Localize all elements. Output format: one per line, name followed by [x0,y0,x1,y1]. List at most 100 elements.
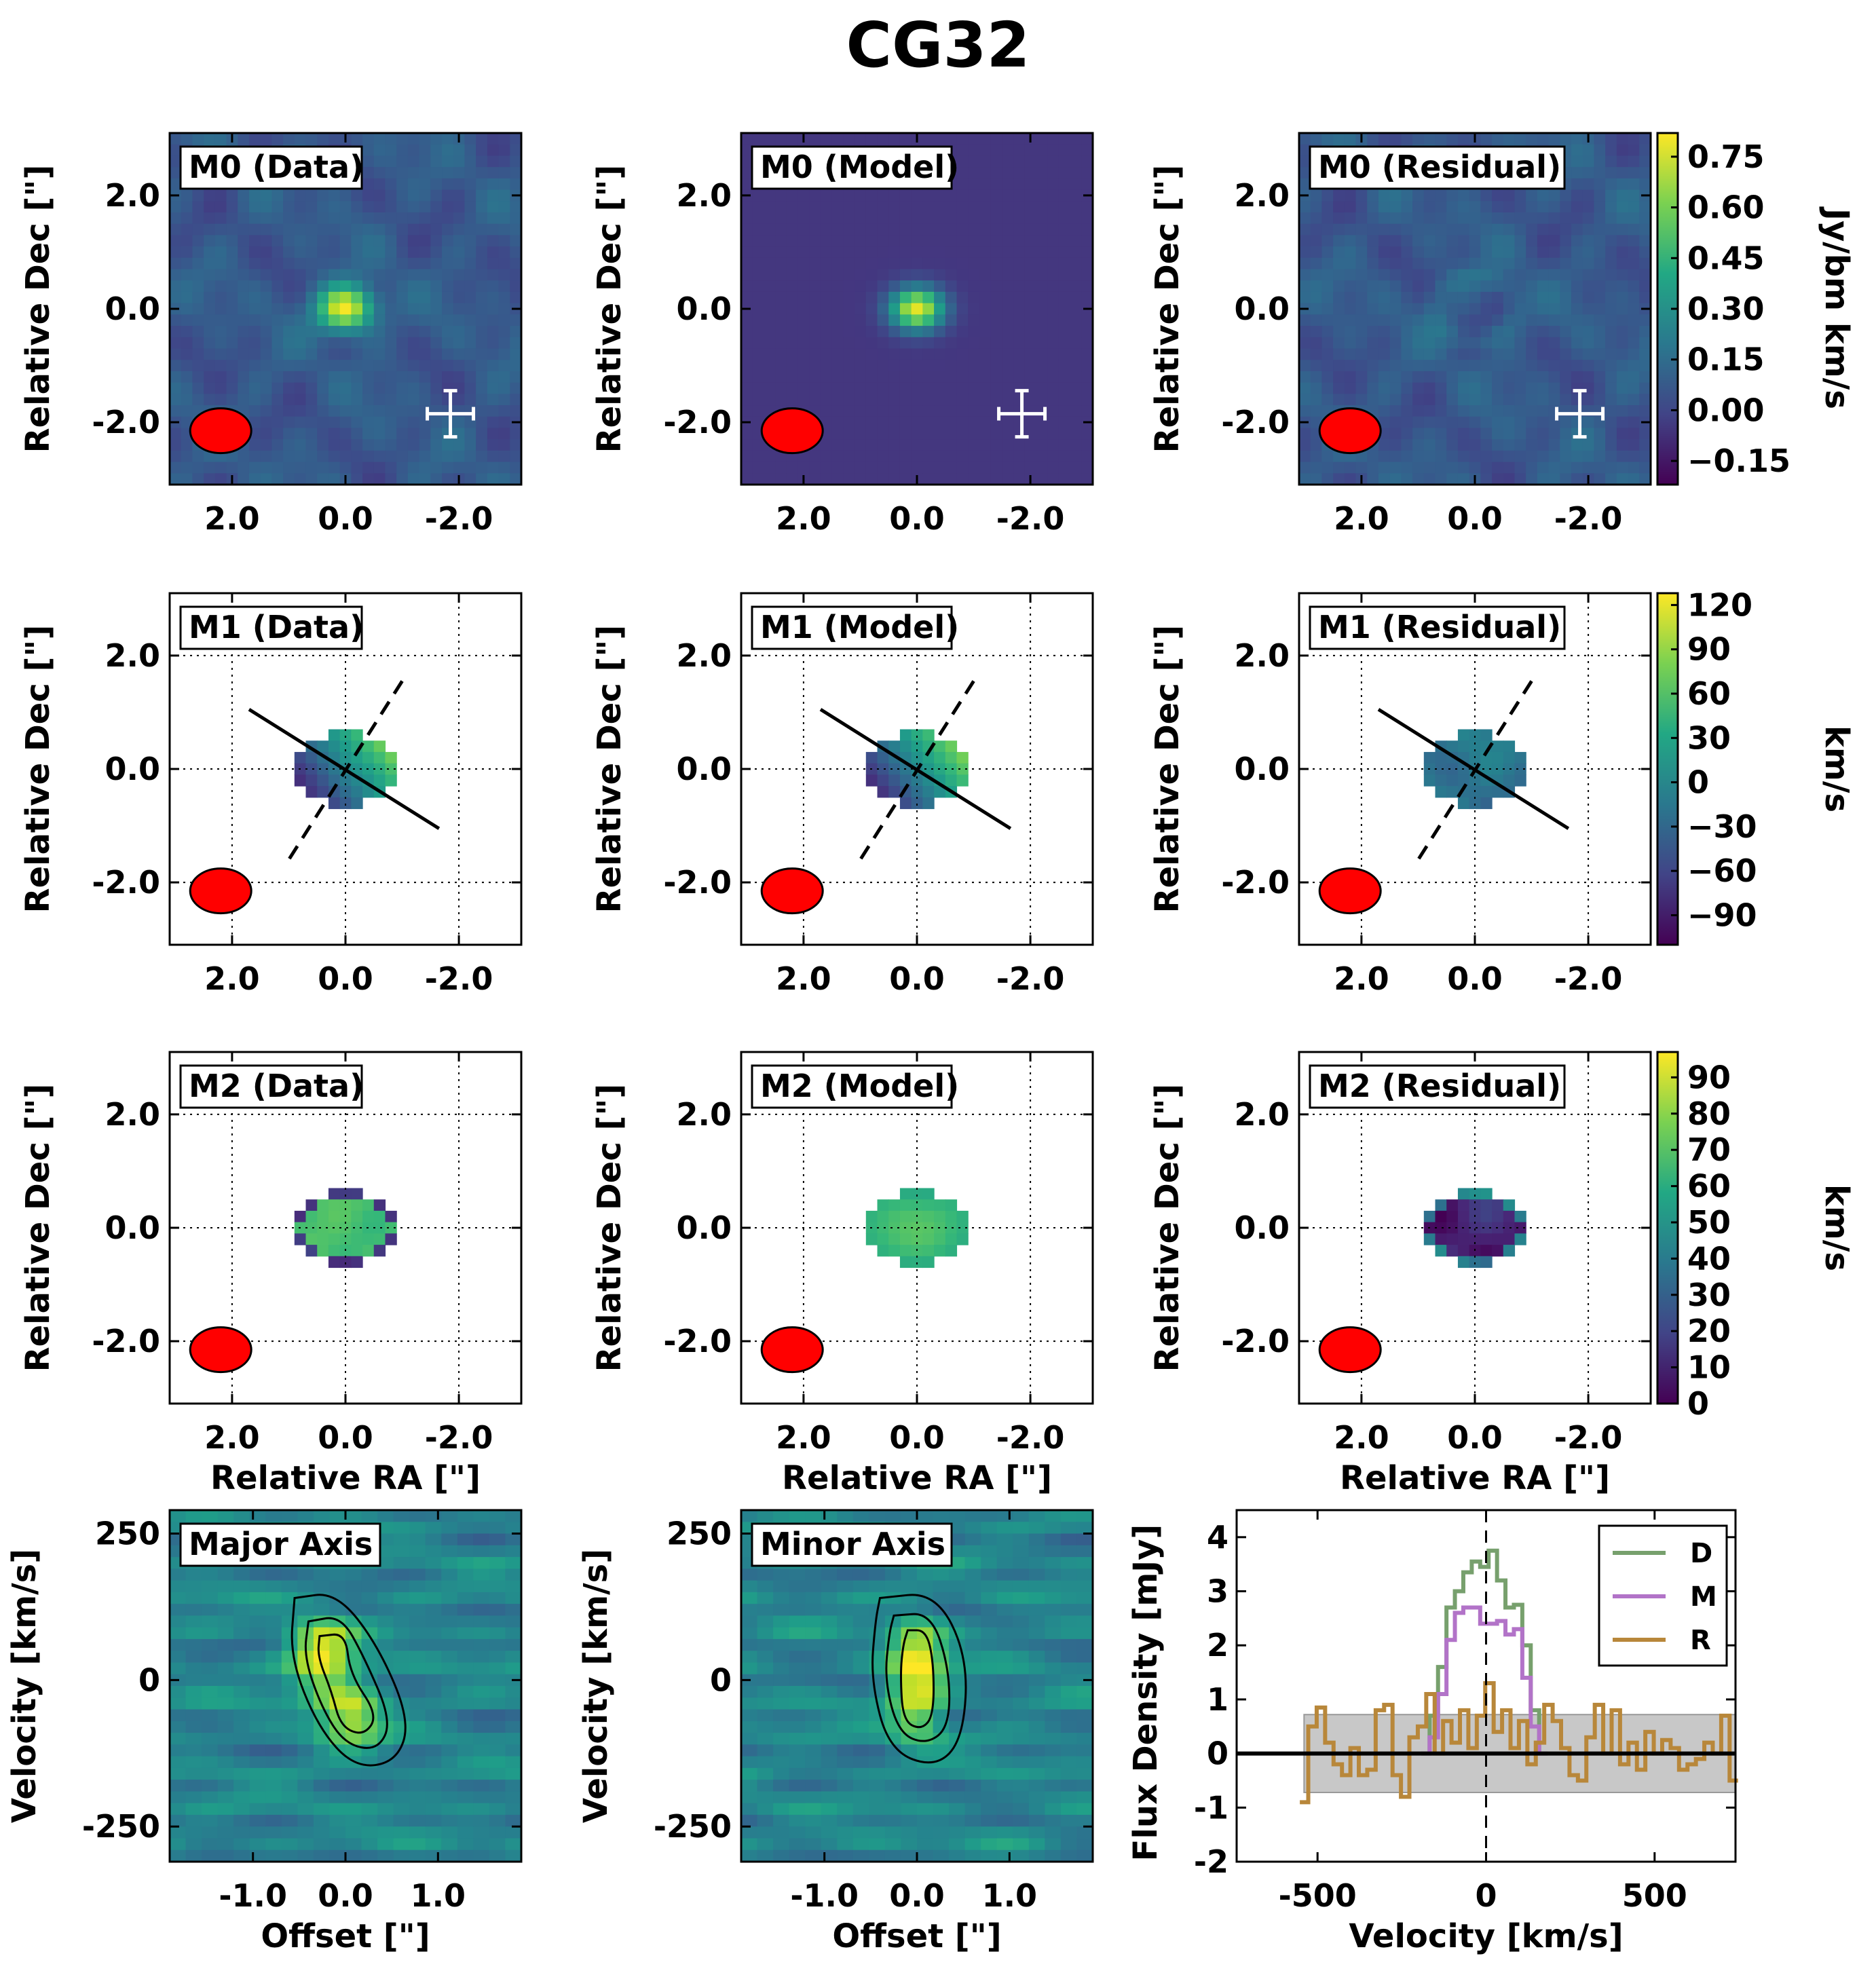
map-pixel [1492,291,1504,304]
panel-title-box [179,145,363,190]
pv-pixel [1013,1592,1030,1604]
map-pixel [877,1233,889,1245]
pv-pixel [996,1580,1013,1593]
map-pixel [192,326,204,338]
map-pixel [1548,133,1560,145]
map-pixel [820,371,833,383]
map-pixel [1321,212,1334,225]
map-pixel [362,246,375,259]
map-pixel [1639,212,1651,225]
map-pixel [934,303,946,315]
pv-pixel [1076,1697,1093,1710]
pv-pixel [996,1651,1013,1664]
pv-pixel [457,1568,474,1581]
map-pixel [1582,246,1595,259]
pv-pixel [949,1814,966,1827]
map-pixel [1526,326,1538,338]
map-pixel [1002,167,1014,179]
map-pixel [1457,394,1470,406]
map-pixel [373,303,386,315]
map-pixel [498,144,510,157]
pv-pixel [217,1803,234,1816]
map-pixel [305,1245,318,1257]
pv-pixel [473,1557,490,1569]
pv-pixel [901,1697,918,1710]
map-pixel [979,246,992,259]
pv-pixel [852,1510,869,1522]
map-pixel [1047,280,1059,293]
pv-pixel [949,1709,966,1722]
map-pixel [328,1199,341,1211]
pv-pixel [981,1686,998,1698]
pv-pixel [996,1814,1013,1827]
map-pixel [1639,405,1651,417]
pv-pixel [170,1849,187,1862]
pv-pixel [1076,1767,1093,1780]
map-pixel [305,1199,318,1211]
map-pixel [843,212,855,225]
pv-pixel [249,1814,266,1827]
map-pixel [1047,178,1059,191]
map-pixel [990,462,1002,474]
pv-pixel [869,1744,886,1757]
pv-pixel [1076,1592,1093,1604]
pv-pixel [473,1627,490,1640]
pv-pixel [265,1838,282,1851]
map-pixel [1492,382,1504,394]
map-pixel [1389,326,1402,338]
map-pixel [271,280,284,293]
map-pixel [843,133,855,145]
pv-pixel [473,1814,490,1827]
map-pixel [1013,314,1026,326]
map-pixel [260,212,272,225]
pv-pixel [757,1686,774,1698]
map-pixel [214,235,227,247]
pv-pixel [425,1557,442,1569]
x-tick-label: -2.0 [996,500,1065,537]
map-pixel [1537,303,1550,315]
map-pixel [1081,291,1093,304]
map-pixel [1013,269,1026,281]
map-pixel [1628,280,1640,293]
map-pixel [820,416,833,429]
pv-pixel [949,1615,966,1628]
map-pixel [1344,133,1357,145]
pv-pixel [1013,1674,1030,1687]
map-pixel [1070,348,1082,360]
map-pixel [1058,246,1071,259]
pv-pixel [505,1756,522,1769]
pv-pixel [1013,1697,1030,1710]
pv-pixel [773,1709,790,1722]
pv-pixel [170,1638,187,1651]
pv-pixel [473,1709,490,1722]
pv-pixel [313,1568,331,1581]
map-pixel [1457,269,1470,281]
map-pixel [1548,337,1560,350]
map-pixel [1446,1199,1459,1211]
map-pixel [1389,394,1402,406]
pv-pixel [170,1580,187,1593]
map-pixel [1310,269,1323,281]
map-pixel [877,751,889,764]
map-pixel [385,394,397,406]
pv-pixel [741,1791,758,1804]
pv-pixel [1013,1662,1030,1675]
pv-pixel [821,1697,838,1710]
map-pixel [855,405,867,417]
map-pixel [1560,189,1572,202]
pv-pixel [185,1627,202,1640]
map-pixel [922,133,935,145]
map-pixel [317,405,329,417]
pv-pixel [837,1686,854,1698]
map-pixel [1299,246,1311,259]
map-pixel [498,178,510,191]
map-pixel [1639,371,1651,383]
pv-pixel [185,1674,202,1687]
pv-pixel [281,1627,298,1640]
map-pixel [238,133,250,145]
pv-pixel [1013,1533,1030,1546]
map-pixel [396,201,409,213]
pv-pixel [805,1791,822,1804]
x-axis-label: Velocity [km/s] [1349,1917,1623,1955]
map-pixel [226,257,238,270]
